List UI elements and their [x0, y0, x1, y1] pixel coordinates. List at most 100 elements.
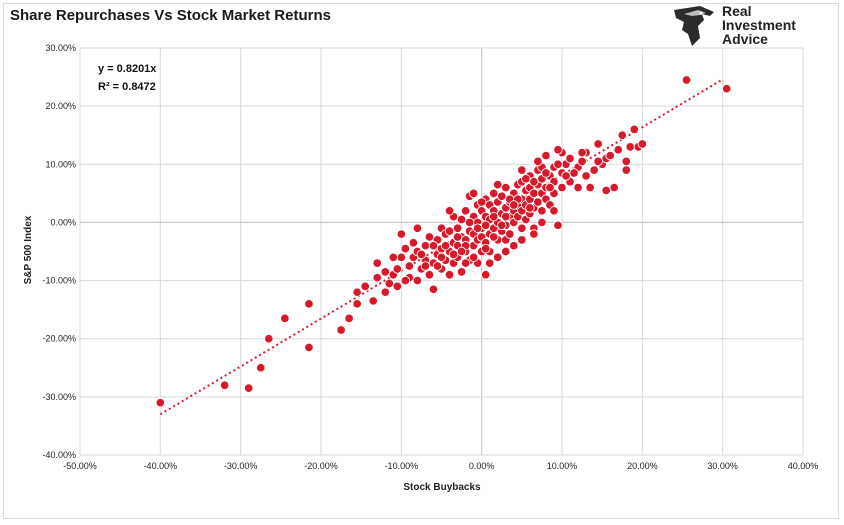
data-point — [488, 232, 499, 242]
data-point — [681, 75, 692, 85]
data-point — [264, 333, 274, 344]
data-point — [360, 281, 370, 292]
data-point — [243, 383, 254, 393]
data-point — [492, 179, 503, 190]
logo-line-1: Real — [722, 3, 752, 19]
data-point — [557, 182, 567, 193]
trend-r-squared: R² = 0.8472 — [98, 81, 156, 93]
data-point — [464, 217, 475, 228]
data-point — [444, 226, 455, 236]
y-tick-label: -20.00% — [42, 334, 76, 344]
data-point — [480, 270, 491, 280]
data-point — [428, 284, 439, 295]
data-point — [456, 246, 467, 257]
x-tick-label: -30.00% — [224, 461, 258, 471]
data-point — [448, 249, 459, 260]
data-point — [593, 139, 603, 149]
data-point — [509, 200, 519, 210]
data-point — [352, 299, 362, 309]
data-point — [637, 139, 648, 149]
data-point — [529, 229, 539, 239]
data-point — [400, 275, 411, 286]
y-tick-labels: 30.00% 20.00% 10.00% 0.00% -10.00% -20.00% -30… — [42, 43, 76, 460]
data-point — [573, 182, 583, 193]
data-point — [621, 165, 632, 175]
data-point — [396, 252, 407, 263]
data-point — [388, 252, 399, 263]
chart-title: Share Repurchases Vs Stock Market Return… — [10, 7, 331, 24]
data-point — [549, 206, 559, 216]
data-point — [533, 156, 543, 167]
data-point — [456, 267, 467, 277]
data-point — [553, 159, 563, 170]
x-tick-label: 10.00% — [547, 461, 578, 471]
y-axis-label: S&P 500 Index — [23, 215, 34, 284]
data-point — [484, 258, 495, 268]
data-point — [416, 249, 427, 260]
data-point — [621, 156, 632, 167]
data-point — [517, 165, 527, 175]
data-point — [617, 130, 628, 140]
data-point — [541, 150, 551, 161]
data-point — [721, 83, 732, 94]
data-point — [404, 261, 415, 271]
data-point — [472, 223, 483, 233]
x-tick-label: -40.00% — [144, 461, 178, 471]
data-point — [593, 156, 603, 167]
y-tick-label: 30.00% — [45, 43, 76, 53]
data-points — [155, 75, 732, 408]
trendline — [159, 78, 724, 416]
data-point — [460, 206, 471, 216]
data-point — [577, 147, 587, 158]
data-point — [537, 217, 547, 228]
x-tick-label: -50.00% — [63, 461, 97, 471]
data-point — [468, 188, 479, 199]
data-point — [304, 299, 314, 309]
data-point — [488, 211, 499, 222]
data-point — [452, 232, 463, 242]
x-tick-label: 20.00% — [627, 461, 658, 471]
data-point — [219, 380, 230, 390]
data-point — [372, 258, 382, 268]
y-tick-label: 10.00% — [45, 159, 76, 169]
data-point — [517, 235, 527, 245]
x-tick-labels: -50.00% -40.00% -30.00% -20.00% -10.00% 0.00%… — [63, 461, 818, 471]
trendline-dotted — [159, 78, 724, 416]
data-point — [392, 264, 403, 274]
data-point — [440, 240, 451, 251]
data-point — [456, 214, 467, 225]
data-point — [155, 397, 166, 408]
data-point — [400, 243, 411, 254]
data-point — [605, 150, 615, 161]
data-point — [408, 238, 419, 248]
data-point — [420, 240, 431, 251]
data-point — [412, 275, 423, 286]
x-tick-label: 0.00% — [469, 461, 495, 471]
data-point — [569, 168, 579, 178]
data-point — [501, 182, 511, 193]
data-point — [529, 188, 539, 199]
data-point — [553, 144, 563, 155]
data-point — [545, 182, 555, 193]
data-point — [497, 220, 507, 231]
data-point — [625, 142, 636, 152]
data-point — [256, 363, 266, 373]
data-point — [629, 124, 640, 135]
data-point — [392, 281, 403, 292]
data-point — [384, 278, 395, 289]
data-point — [509, 240, 519, 251]
data-point — [304, 342, 314, 353]
data-point — [529, 176, 539, 187]
trend-equation: y = 0.8201x — [98, 63, 157, 75]
data-point — [517, 223, 527, 233]
data-point — [577, 156, 587, 167]
data-point — [541, 168, 551, 178]
data-point — [581, 171, 591, 181]
data-point — [553, 220, 563, 231]
data-point — [480, 243, 491, 254]
data-point — [436, 252, 447, 263]
data-point — [336, 325, 346, 335]
x-tick-label: 30.00% — [707, 461, 738, 471]
data-point — [488, 188, 499, 199]
